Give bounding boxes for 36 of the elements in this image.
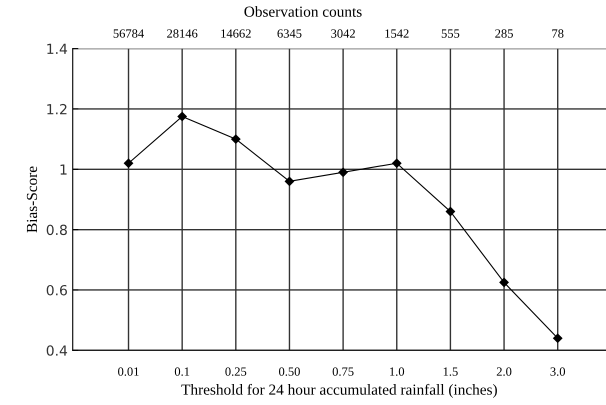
point bbox=[178, 112, 187, 122]
point bbox=[284, 176, 294, 186]
point bbox=[231, 134, 240, 144]
text: 555 bbox=[442, 29, 460, 38]
point bbox=[124, 158, 134, 168]
x-axis-title: Threshold for 24 hour accumulated rainfall (inches) bbox=[181, 384, 497, 398]
x-tick-label: 0.50 bbox=[279, 367, 300, 376]
text: 1542 bbox=[385, 29, 409, 38]
text: 78 bbox=[552, 29, 564, 38]
x-tick-label: 0.1 bbox=[174, 367, 190, 376]
point bbox=[392, 158, 402, 168]
x-tick-label: 2.0 bbox=[496, 367, 512, 376]
point bbox=[499, 278, 509, 288]
text: 14662 bbox=[221, 29, 251, 38]
y-axis-title: Bias-Score bbox=[26, 166, 38, 233]
x-tick-label: 1.0 bbox=[390, 367, 404, 376]
point bbox=[338, 168, 348, 177]
text: 285 bbox=[495, 29, 513, 38]
y-tick-label: 0.4 bbox=[46, 345, 68, 356]
x-tick-label: 0.25 bbox=[225, 367, 246, 376]
text: 28146 bbox=[167, 29, 198, 38]
point bbox=[553, 334, 562, 343]
x2-axis-title: Observation counts bbox=[244, 6, 362, 17]
text: 56784 bbox=[114, 29, 144, 38]
point bbox=[446, 206, 456, 216]
x-tick-label: 0.01 bbox=[118, 367, 139, 376]
y-tick-label: 1.2 bbox=[47, 104, 66, 114]
x-tick-label: 1.5 bbox=[444, 367, 458, 376]
text: 6345 bbox=[278, 29, 302, 38]
y-tick-label: 1.4 bbox=[47, 44, 68, 54]
x-tick-label: 3.0 bbox=[550, 367, 566, 376]
y-tick-label: 0.8 bbox=[46, 224, 67, 236]
text: 3042 bbox=[331, 29, 355, 38]
x-tick-label: 0.75 bbox=[332, 367, 354, 376]
y-tick-label: 0.6 bbox=[46, 284, 67, 296]
y-tick-label: 1 bbox=[60, 164, 67, 175]
